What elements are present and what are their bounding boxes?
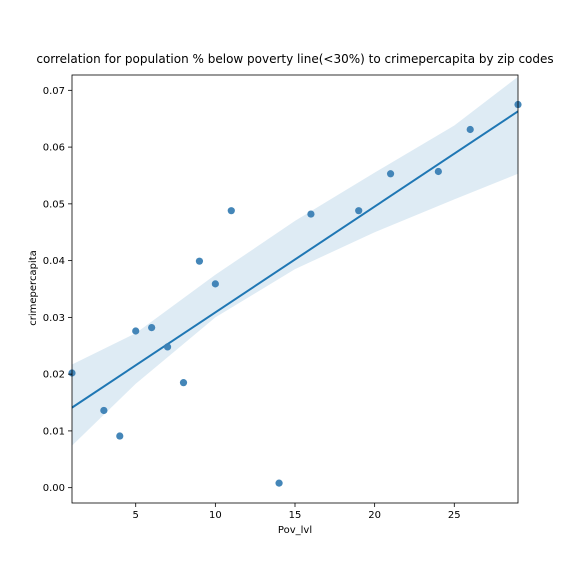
data-point-12 <box>307 210 315 218</box>
x-tick-label: 25 <box>448 510 461 521</box>
data-points-layer <box>68 100 522 487</box>
data-point-2 <box>100 406 108 415</box>
x-axis-label: Pov_lvl <box>278 525 312 536</box>
y-tick-label: 0.04 <box>43 256 65 267</box>
y-axis-ticks: 0.00 0.01 0.02 0.03 0.04 0.05 0.06 0.07 <box>43 86 72 494</box>
data-point-10 <box>227 207 235 215</box>
data-point-14 <box>386 170 395 178</box>
x-tick-label: 20 <box>368 510 381 521</box>
x-tick-label: 5 <box>133 510 139 521</box>
y-tick-label: 0.07 <box>43 86 65 97</box>
confidence-band <box>72 76 518 446</box>
data-point-8 <box>195 257 204 265</box>
x-axis-ticks: 5 10 15 20 25 <box>133 503 461 521</box>
y-tick-label: 0.00 <box>43 483 65 494</box>
chart-title: correlation for population % below pover… <box>36 52 553 66</box>
y-tick-label: 0.03 <box>43 313 65 324</box>
y-tick-label: 0.05 <box>43 199 65 210</box>
data-point-11 <box>275 479 283 487</box>
x-tick-label: 10 <box>209 510 222 521</box>
x-tick-label: 15 <box>289 510 302 521</box>
data-point-15 <box>434 167 442 176</box>
data-point-3 <box>116 432 124 440</box>
data-point-7 <box>179 379 188 387</box>
y-tick-label: 0.06 <box>43 143 65 154</box>
data-point-13 <box>355 207 363 215</box>
confidence-band-layer <box>72 76 518 446</box>
data-point-16 <box>466 125 474 134</box>
data-point-9 <box>211 280 219 288</box>
data-point-4 <box>132 327 140 335</box>
y-tick-label: 0.02 <box>43 370 65 381</box>
data-point-6 <box>163 343 172 351</box>
y-axis-label: crimepercapita <box>28 250 39 325</box>
data-point-5 <box>148 323 156 332</box>
regression-line-layer <box>72 110 518 409</box>
y-tick-label: 0.01 <box>43 426 65 437</box>
regression-line <box>72 110 518 409</box>
